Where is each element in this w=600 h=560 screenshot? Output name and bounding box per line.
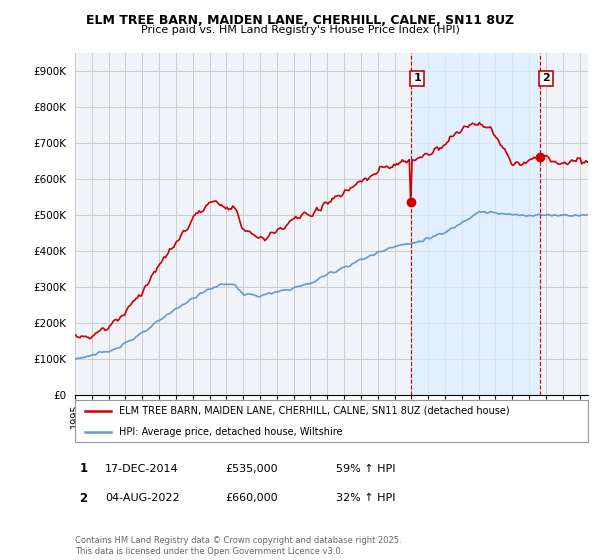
Text: ELM TREE BARN, MAIDEN LANE, CHERHILL, CALNE, SN11 8UZ: ELM TREE BARN, MAIDEN LANE, CHERHILL, CA… <box>86 14 514 27</box>
Text: 1: 1 <box>413 73 421 83</box>
Text: 32% ↑ HPI: 32% ↑ HPI <box>336 493 395 503</box>
Text: HPI: Average price, detached house, Wiltshire: HPI: Average price, detached house, Wilt… <box>119 427 342 437</box>
Text: 04-AUG-2022: 04-AUG-2022 <box>105 493 179 503</box>
Text: Price paid vs. HM Land Registry's House Price Index (HPI): Price paid vs. HM Land Registry's House … <box>140 25 460 35</box>
Bar <box>410 53 539 395</box>
Text: 1: 1 <box>79 462 88 475</box>
Text: 2: 2 <box>79 492 88 505</box>
Text: £660,000: £660,000 <box>225 493 278 503</box>
Text: Contains HM Land Registry data © Crown copyright and database right 2025.
This d: Contains HM Land Registry data © Crown c… <box>75 536 401 556</box>
Text: 59% ↑ HPI: 59% ↑ HPI <box>336 464 395 474</box>
Text: ELM TREE BARN, MAIDEN LANE, CHERHILL, CALNE, SN11 8UZ (detached house): ELM TREE BARN, MAIDEN LANE, CHERHILL, CA… <box>119 406 509 416</box>
Text: 2: 2 <box>542 73 550 83</box>
Text: 17-DEC-2014: 17-DEC-2014 <box>105 464 179 474</box>
Text: £535,000: £535,000 <box>225 464 278 474</box>
